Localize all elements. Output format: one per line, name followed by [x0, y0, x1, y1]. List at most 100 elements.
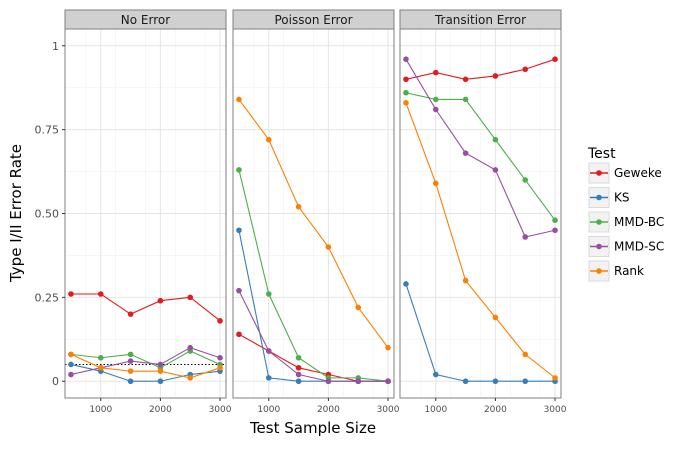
data-point	[552, 217, 558, 224]
legend-key-point	[596, 243, 602, 250]
data-point	[187, 344, 194, 351]
legend-label: MMD-BC	[614, 215, 664, 229]
data-point	[68, 361, 74, 368]
data-point	[492, 314, 499, 321]
facet-title: Poisson Error	[275, 13, 353, 27]
data-point	[462, 96, 469, 103]
legend-title: Test	[587, 146, 616, 162]
series-line	[70, 363, 221, 382]
x-tick-label: 3000	[377, 405, 400, 415]
data-point	[522, 177, 529, 183]
x-tick-label: 3000	[209, 405, 232, 415]
data-point	[157, 378, 164, 385]
data-point	[325, 378, 332, 385]
facet-transition-error: Transition Error 1000 2000 3000	[399, 9, 567, 415]
data-point	[432, 180, 439, 187]
series-ks	[403, 281, 558, 385]
data-point	[236, 287, 242, 294]
data-point	[236, 227, 242, 234]
data-point	[403, 100, 409, 106]
data-point	[217, 365, 223, 371]
legend-label: KS	[614, 191, 630, 205]
facet-title: No Error	[121, 13, 170, 27]
data-point	[552, 56, 558, 62]
y-tick-label: 0.25	[35, 291, 60, 304]
legend-item-mmd-bc: MMD-BC	[588, 211, 664, 233]
series-rank	[403, 100, 558, 381]
legend-item-ks: KS	[588, 187, 630, 208]
series-line	[70, 347, 221, 376]
x-tick-label: 1000	[257, 405, 280, 415]
data-point	[462, 76, 469, 83]
legend-item-geweke: Geweke	[588, 162, 662, 184]
data-point	[97, 365, 104, 371]
x-tick-label: 1000	[424, 405, 447, 415]
y-tick-label: 0.50	[35, 208, 60, 221]
x-tick-label: 3000	[544, 405, 567, 415]
data-point	[552, 375, 558, 381]
data-point	[265, 136, 272, 143]
legend-item-rank: Rank	[588, 260, 644, 282]
data-point	[492, 136, 499, 143]
data-point	[522, 378, 529, 385]
data-point	[522, 234, 529, 240]
data-point	[385, 344, 391, 351]
legend-label: Rank	[614, 264, 644, 278]
data-point	[462, 378, 469, 385]
y-axis-title: Type I/II Error Rate	[7, 144, 25, 283]
data-point	[295, 354, 302, 361]
legend-key-point	[596, 194, 602, 201]
facet-no-error: No Error 1000 2000 3000	[64, 9, 232, 415]
data-point	[295, 371, 302, 378]
series-line	[70, 293, 221, 322]
data-point	[187, 294, 194, 301]
y-tick-label: 1	[52, 40, 59, 53]
data-point	[403, 281, 409, 287]
data-point	[522, 66, 529, 73]
data-point	[295, 378, 302, 385]
data-point	[157, 368, 164, 374]
series-line	[405, 58, 556, 80]
data-point	[127, 368, 134, 374]
legend-label: MMD-SC	[614, 240, 664, 254]
x-axis-title: Test Sample Size	[249, 419, 376, 437]
data-point	[552, 227, 558, 234]
series-line	[405, 58, 556, 238]
data-point	[295, 365, 302, 371]
y-tick-label: 0.75	[35, 124, 60, 137]
data-point	[97, 354, 104, 361]
series-line	[405, 283, 556, 382]
data-point	[157, 361, 164, 368]
data-point	[295, 203, 302, 210]
facet-title: Transition Error	[434, 13, 526, 27]
series-line	[70, 350, 221, 369]
data-point	[403, 76, 409, 83]
x-tick-label: 2000	[484, 405, 507, 415]
legend: Test Geweke KS MMD-BC MMD-SC Rank	[587, 146, 664, 282]
data-point	[432, 106, 439, 113]
data-point	[355, 378, 362, 385]
data-point	[68, 371, 74, 378]
series-line	[70, 353, 221, 379]
series-line	[238, 99, 389, 349]
data-point	[127, 358, 134, 364]
series-line	[405, 102, 556, 379]
series-line	[405, 92, 556, 221]
data-point	[522, 351, 529, 358]
data-point	[432, 69, 439, 76]
data-point	[217, 318, 223, 324]
data-point	[462, 150, 469, 156]
data-point	[157, 297, 164, 304]
series-mmd-sc	[236, 287, 391, 385]
panel-border	[232, 28, 395, 399]
series-mmd-sc	[403, 56, 558, 240]
y-tick-label: 0	[52, 375, 59, 388]
series-line	[238, 169, 389, 382]
data-point	[265, 375, 272, 381]
x-tick-label: 1000	[89, 405, 112, 415]
data-point	[127, 351, 134, 358]
data-point	[187, 375, 194, 381]
data-point	[236, 331, 242, 338]
data-point	[462, 277, 469, 284]
